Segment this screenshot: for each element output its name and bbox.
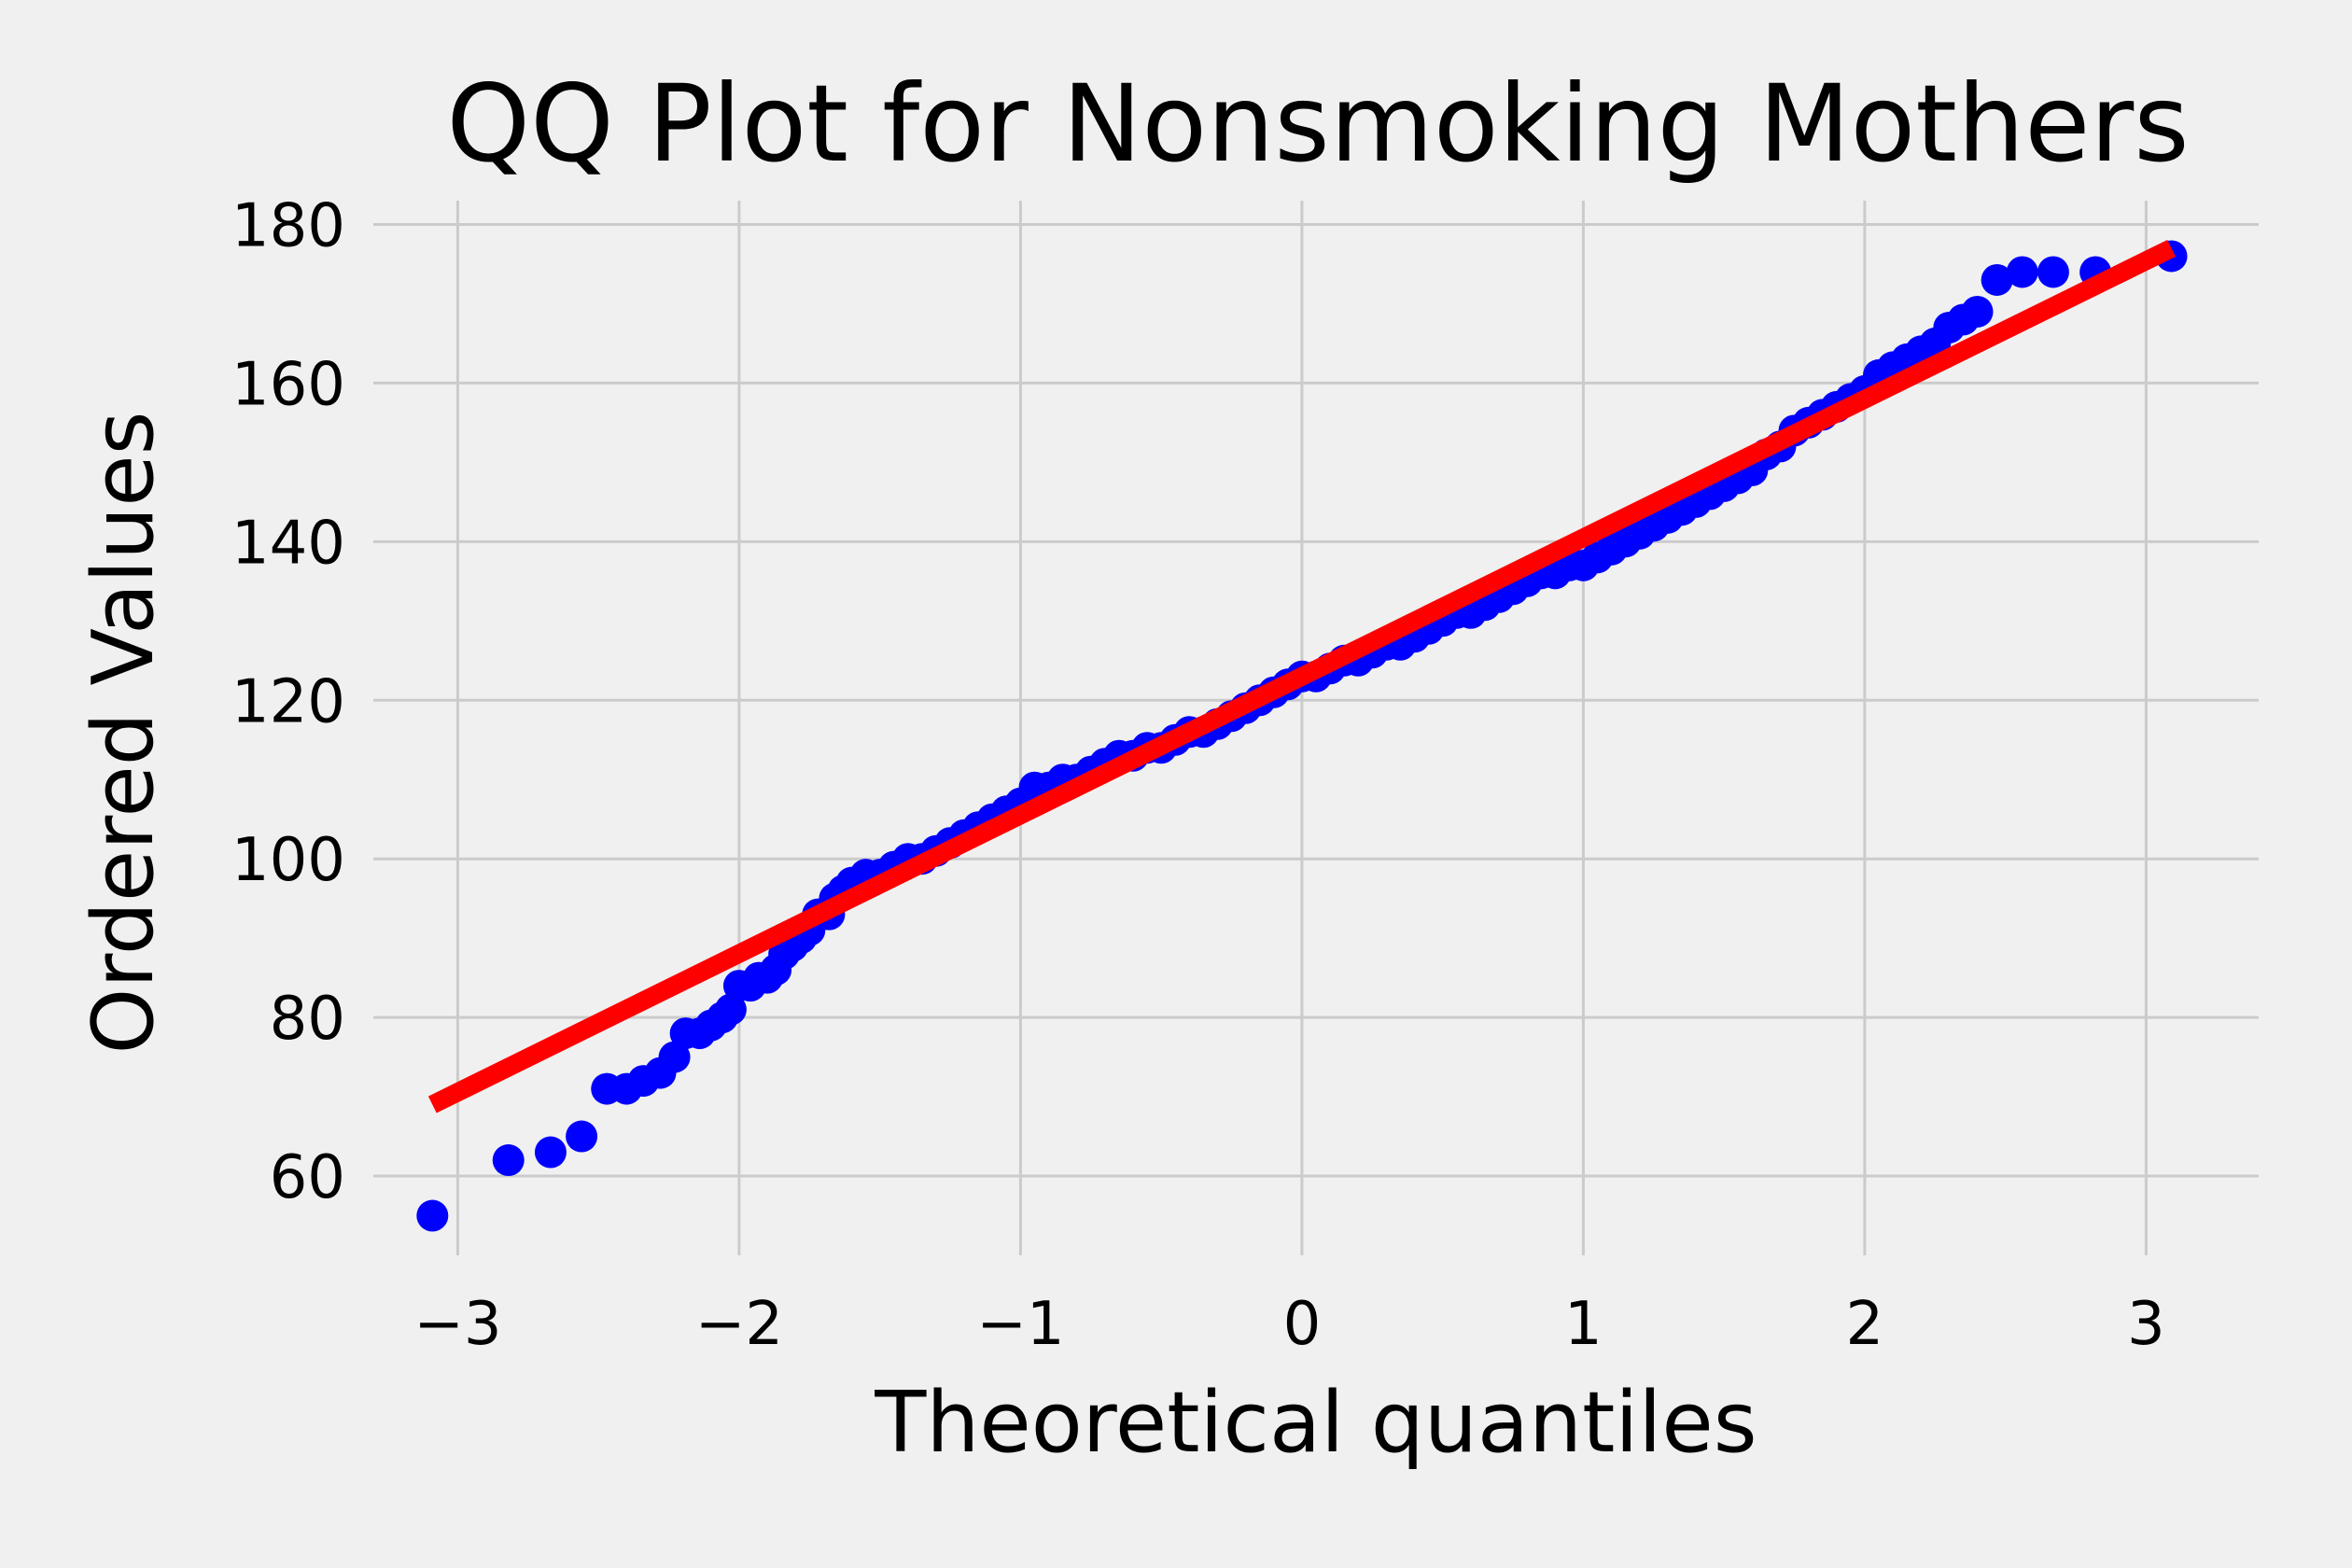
data-point: [2006, 256, 2038, 288]
data-point: [416, 1199, 449, 1232]
y-tick-label: 160: [231, 350, 345, 419]
x-tick-label: −1: [976, 1290, 1064, 1359]
data-point: [492, 1144, 525, 1177]
y-tick-label: 100: [231, 826, 345, 895]
y-tick-label: 60: [270, 1143, 345, 1212]
y-tick-label: 180: [231, 191, 345, 260]
data-point: [566, 1120, 598, 1153]
data-point: [1981, 263, 2013, 296]
x-tick-labels: −3 −2 −1 0 1 2 3: [413, 1290, 2164, 1359]
x-tick-label: −3: [413, 1290, 501, 1359]
x-axis-label: Theoretical quantiles: [874, 1374, 1757, 1472]
fit-line: [427, 240, 2176, 1113]
data-point: [658, 1041, 691, 1073]
data-point: [534, 1136, 567, 1169]
fit-line-group: [427, 240, 2176, 1113]
y-tick-labels: 60 80 100 120 140 160 180: [231, 191, 345, 1212]
y-axis-label: Ordered Values: [75, 412, 173, 1055]
x-tick-label: 1: [1564, 1290, 1603, 1359]
x-tick-label: 2: [1846, 1290, 1884, 1359]
x-tick-label: 3: [2127, 1290, 2165, 1359]
y-tick-label: 140: [231, 509, 345, 578]
x-tick-label: −2: [695, 1290, 783, 1359]
y-tick-label: 120: [231, 667, 345, 736]
data-point: [1961, 295, 1994, 328]
data-point: [2037, 256, 2069, 288]
x-tick-label: 0: [1283, 1290, 1322, 1359]
chart-title: QQ Plot for Nonsmoking Mothers: [446, 62, 2189, 186]
y-tick-label: 80: [270, 985, 345, 1054]
